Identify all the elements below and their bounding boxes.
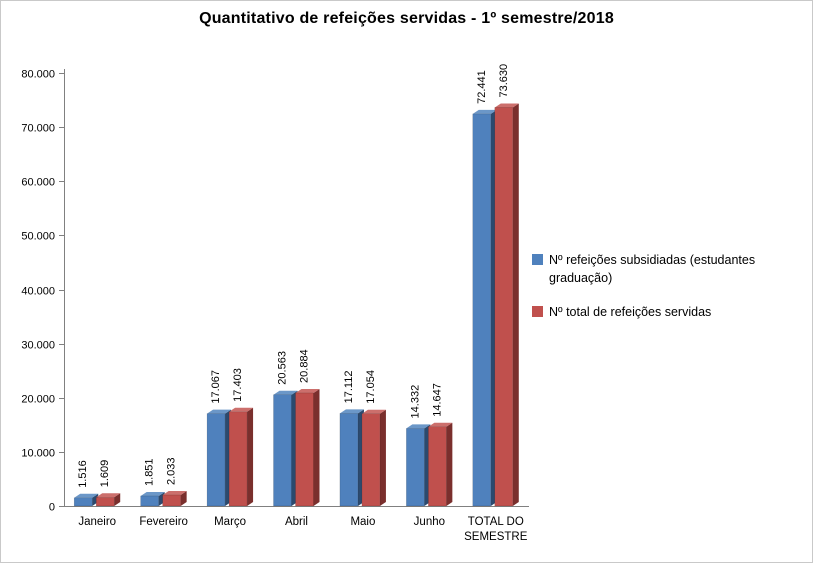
bar-top-face — [472, 109, 497, 114]
legend-swatch — [532, 306, 543, 318]
x-axis-label: Maio — [350, 516, 375, 528]
bar-value-label: 1.851 — [144, 458, 156, 486]
bar-top-face — [428, 422, 453, 427]
bar-value-label: 14.647 — [431, 383, 443, 417]
y-axis-label: 70.000 — [21, 123, 55, 135]
bar-value-label: 1.609 — [99, 460, 111, 488]
legend-item: Nº total de refeições servidas — [532, 303, 806, 321]
x-axis-label: Abril — [285, 516, 308, 528]
bar — [73, 497, 93, 507]
bar-side-face — [114, 493, 121, 506]
bar-top-face — [74, 493, 99, 498]
y-axis-label: 50.000 — [21, 231, 55, 243]
bar-top-face — [162, 490, 187, 495]
bar-value-label: 73.630 — [498, 64, 510, 98]
bar — [140, 495, 159, 507]
bar — [295, 392, 314, 507]
bar-top-face — [229, 407, 254, 412]
bar-value-label: 20.884 — [299, 349, 311, 383]
chart-title: Quantitativo de refeições servidas - 1º … — [199, 10, 614, 27]
bar-top-face — [406, 424, 431, 429]
x-axis-label: Março — [214, 516, 246, 528]
y-axis-label: 0 — [49, 502, 55, 514]
y-axis-label: 60.000 — [21, 177, 55, 189]
y-axis-label: 40.000 — [21, 286, 55, 298]
x-axis-label: Janeiro — [78, 516, 116, 528]
bar-value-label: 17.067 — [210, 370, 222, 404]
bar-value-label: 2.033 — [166, 457, 178, 485]
bar — [228, 411, 248, 507]
bar — [428, 426, 447, 507]
bar — [206, 413, 226, 507]
bar — [162, 494, 181, 507]
bar-side-face — [379, 409, 386, 506]
bar-value-label: 72.441 — [476, 70, 488, 104]
bar-value-label: 17.054 — [365, 370, 377, 404]
x-axis-label: Fevereiro — [139, 516, 188, 528]
bar-value-label: 1.516 — [77, 460, 89, 488]
legend-label: Nº total de refeições servidas — [549, 305, 712, 320]
bar-side-face — [512, 103, 519, 506]
legend-swatch — [532, 254, 543, 265]
legend-label: Nº refeições subsidiadas (estudantes gra… — [549, 253, 756, 286]
bar — [406, 428, 425, 507]
y-axis-label: 20.000 — [21, 394, 55, 406]
bar-top-face — [295, 388, 320, 393]
bar — [494, 107, 514, 507]
bar — [273, 394, 292, 507]
bar-side-face — [180, 490, 187, 506]
bar-value-label: 17.403 — [232, 368, 244, 402]
bar-side-face — [247, 407, 254, 506]
x-axis-label: TOTAL DO — [468, 516, 524, 528]
legend: Nº refeições subsidiadas (estudantes gra… — [532, 251, 806, 321]
legend-item: Nº refeições subsidiadas (estudantes gra… — [532, 251, 806, 287]
bar-top-face — [339, 409, 364, 414]
x-axis-label: SEMESTRE — [464, 531, 528, 543]
bar — [472, 113, 492, 507]
y-axis-label: 80.000 — [21, 69, 55, 81]
bar-top-face — [140, 491, 165, 496]
bar-value-label: 17.112 — [343, 371, 355, 404]
bar-value-label: 20.563 — [277, 351, 289, 385]
bar — [339, 413, 359, 507]
bar-top-face — [494, 103, 519, 108]
bar-top-face — [361, 409, 386, 414]
bar-top-face — [96, 493, 121, 498]
bar-value-label: 14.332 — [409, 385, 421, 419]
y-axis-label: 10.000 — [21, 448, 55, 460]
x-axis-label: Junho — [414, 516, 445, 528]
bar-side-face — [446, 422, 453, 506]
bar-top-face — [207, 409, 232, 414]
y-axis-label: 30.000 — [21, 340, 55, 352]
bar — [361, 413, 381, 507]
bar-side-face — [313, 388, 320, 506]
bar — [95, 497, 115, 507]
bar-top-face — [273, 390, 298, 395]
